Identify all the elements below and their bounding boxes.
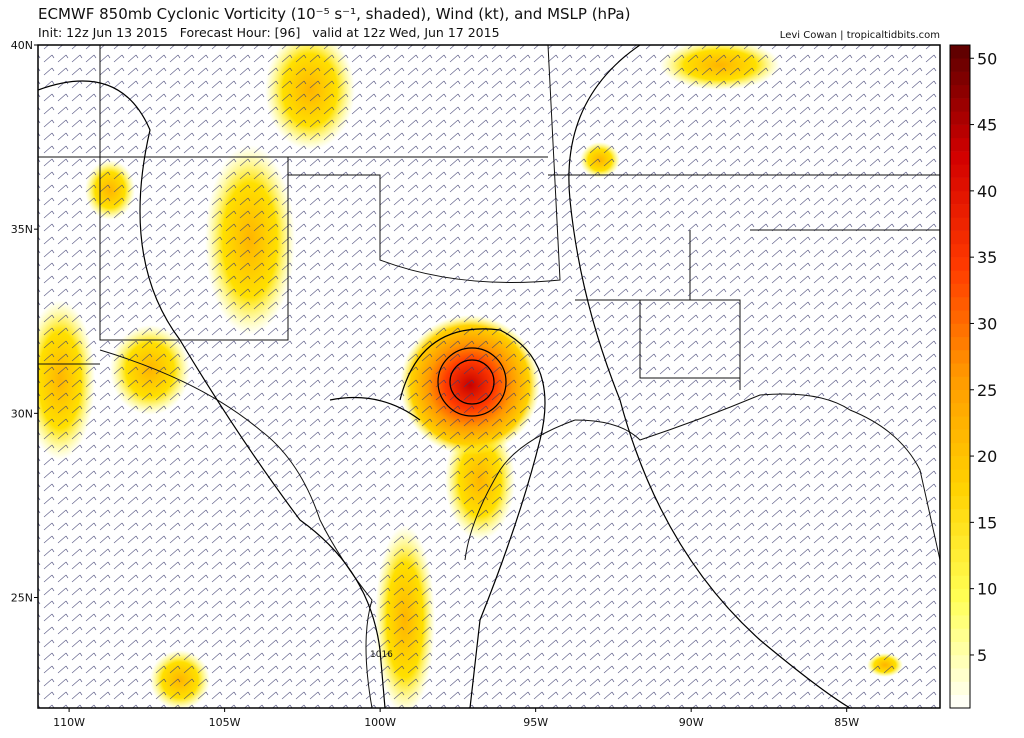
colorbar-tick-label: 10 <box>977 580 997 599</box>
colorbar-cell <box>950 98 970 112</box>
colorbar-cell <box>950 389 970 404</box>
colorbar-cell <box>950 403 970 417</box>
colorbar-frame <box>949 44 971 709</box>
colorbar-cell <box>950 164 970 178</box>
colorbar-cell <box>950 482 970 497</box>
colorbar-cell <box>950 363 970 377</box>
colorbar-tick-label: 25 <box>977 381 997 400</box>
colorbar-cell <box>950 442 970 457</box>
credit: Levi Cowan | tropicaltidbits.com <box>780 30 940 41</box>
isobars <box>38 45 851 708</box>
colorbar-cell <box>950 310 970 324</box>
colorbar-cell <box>950 336 970 351</box>
colorbar-cell <box>950 535 970 550</box>
colorbar-cell <box>950 681 970 696</box>
lon-tick-label: 85W <box>834 716 859 729</box>
colorbar-cell <box>950 84 970 99</box>
colorbar-cell <box>950 429 970 444</box>
colorbar: 5 10 15 20 25 30 35 40 45 50 <box>950 45 997 709</box>
lat-tick-label: 25N <box>11 592 33 605</box>
lat-tick-label: 30N <box>11 407 33 420</box>
colorbar-cell <box>950 296 970 311</box>
borders <box>38 45 940 708</box>
colorbar-tick-label: 35 <box>977 248 997 267</box>
lon-tick-label: 100W <box>364 716 396 729</box>
colorbar-cell <box>950 283 970 298</box>
lon-tick-label: 110W <box>53 716 85 729</box>
colorbar-tick-label: 5 <box>977 646 987 665</box>
colorbar-cell <box>950 668 970 682</box>
colorbar-cell <box>950 575 970 589</box>
colorbar-tick-label: 15 <box>977 513 997 532</box>
colorbar-cell <box>950 548 970 563</box>
colorbar-cell <box>950 230 970 245</box>
title: ECMWF 850mb Cyclonic Vorticity (10⁻⁵ s⁻¹… <box>38 5 630 23</box>
map-frame <box>37 44 941 709</box>
colorbar-cell <box>950 323 970 338</box>
colorbar-cell <box>950 522 970 536</box>
colorbar-cell <box>950 349 970 364</box>
colorbar-cell <box>950 615 970 629</box>
colorbar-cell <box>950 217 970 231</box>
lat-tick-label: 40N <box>11 39 33 52</box>
colorbar-tick-label: 30 <box>977 314 997 333</box>
colorbar-cell <box>950 376 970 391</box>
colorbar-cell <box>950 270 970 284</box>
colorbar-cell <box>950 151 970 165</box>
wind-barbs <box>38 45 940 708</box>
colorbar-tick-label: 40 <box>977 182 997 201</box>
colorbar-cell <box>950 45 970 59</box>
colorbar-cell <box>950 204 970 218</box>
colorbar-cell <box>950 124 970 139</box>
colorbar-cell <box>950 495 970 510</box>
contour-label: 1016 <box>370 650 393 660</box>
colorbar-cell <box>950 601 970 616</box>
lon-tick-label: 90W <box>679 716 704 729</box>
colorbar-cell <box>950 71 970 86</box>
colorbar-cell <box>950 257 970 271</box>
colorbar-cell <box>950 694 970 709</box>
colorbar-cell <box>950 588 970 603</box>
lon-tick-label: 105W <box>209 716 241 729</box>
colorbar-cell <box>950 111 970 125</box>
colorbar-tick-label: 50 <box>977 49 997 68</box>
colorbar-tick-label: 20 <box>977 447 997 466</box>
colorbar-cell <box>950 177 970 192</box>
colorbar-cell <box>950 58 970 72</box>
lon-tick-label: 95W <box>523 716 548 729</box>
colorbar-cell <box>950 562 970 576</box>
colorbar-cell <box>950 654 970 669</box>
subtitle: Init: 12z Jun 13 2015 Forecast Hour: [96… <box>38 25 500 40</box>
map-area: 1016 <box>38 45 940 708</box>
colorbar-cell <box>950 190 970 205</box>
lat-tick-label: 35N <box>11 223 33 236</box>
colorbar-cell <box>950 456 970 470</box>
colorbar-cell <box>950 469 970 483</box>
colorbar-tick-label: 45 <box>977 116 997 135</box>
colorbar-cell <box>950 243 970 258</box>
colorbar-cell <box>950 509 970 523</box>
colorbar-cell <box>950 137 970 152</box>
colorbar-cell <box>950 641 970 656</box>
colorbar-cell <box>950 628 970 642</box>
colorbar-cell <box>950 416 970 430</box>
